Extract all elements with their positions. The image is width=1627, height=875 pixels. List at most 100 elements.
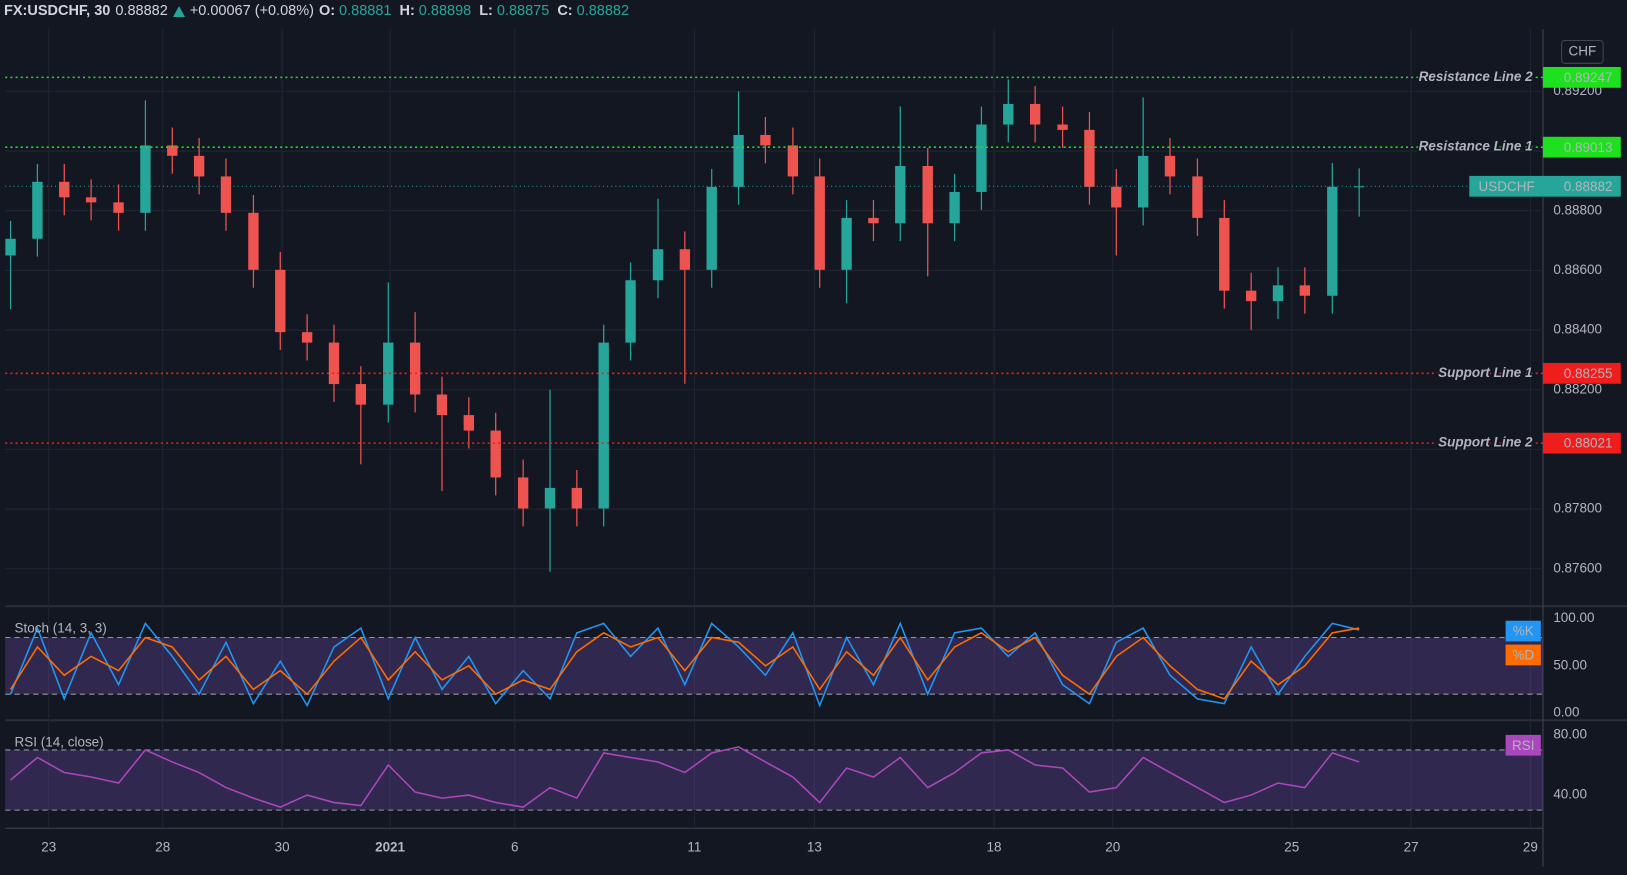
- candle-body: [1084, 129, 1095, 187]
- candle-body: [1299, 285, 1311, 296]
- candle-body: [652, 249, 664, 281]
- level-label: Resistance Line 2: [1419, 69, 1533, 84]
- x-tick-label: 18: [986, 840, 1001, 855]
- y-tick-label: 0.87800: [1553, 501, 1602, 516]
- candle-body: [922, 165, 933, 224]
- legend-badge: [1505, 644, 1541, 666]
- candle-body: [32, 181, 43, 239]
- legend-label: %K: [1513, 624, 1534, 639]
- ohlc-value: 0.88882: [576, 3, 630, 19]
- indicator-title: RSI (14, close): [15, 735, 104, 750]
- y-tick-label: 0.88800: [1553, 202, 1602, 217]
- x-tick-label: 13: [807, 840, 822, 855]
- last-price-value: 0.88882: [1564, 179, 1613, 194]
- candle-body: [1164, 155, 1176, 177]
- indicator-line: [10, 746, 1360, 808]
- x-tick-label: 23: [41, 840, 56, 855]
- symbol: FX:USDCHF, 30: [4, 3, 111, 19]
- candle-body: [85, 197, 97, 203]
- band-fill: [5, 749, 1543, 811]
- y-tick-label: 40.00: [1553, 787, 1587, 802]
- ohlc-label: H:: [399, 3, 415, 19]
- candle-body: [814, 176, 825, 270]
- x-tick-label: 11: [687, 840, 701, 855]
- x-tick-label: 2021: [375, 840, 405, 855]
- candle-body: [59, 181, 70, 198]
- x-tick-label: 30: [275, 840, 290, 855]
- candle-body: [328, 342, 340, 385]
- candle-body: [193, 155, 205, 177]
- y-tick-label: 50.00: [1553, 657, 1587, 672]
- candle-body: [167, 145, 178, 156]
- level-value: 0.88255: [1564, 366, 1613, 381]
- candle-body: [355, 384, 367, 405]
- level-badge: [1542, 362, 1621, 384]
- x-tick-label: 25: [1284, 840, 1299, 855]
- level-value: 0.89013: [1564, 140, 1613, 155]
- y-tick-label: 100.00: [1553, 610, 1594, 625]
- candle-body: [1327, 186, 1338, 296]
- candle-body: [976, 124, 987, 192]
- currency-box: [1561, 39, 1604, 64]
- candle-body: [463, 415, 475, 431]
- candle-body: [1137, 155, 1149, 208]
- candle-body: [383, 342, 394, 405]
- indicator-title: Stoch (14, 3, 3): [15, 621, 107, 636]
- candle-body: [868, 217, 879, 224]
- ohlc: O: 0.88881 H: 0.88898 L: 0.88875 C: 0.88882: [319, 3, 633, 19]
- band-fill: [5, 637, 1543, 695]
- x-tick-label: 27: [1404, 840, 1419, 855]
- candle-body: [841, 217, 852, 270]
- change: +0.00067 (+0.08%): [189, 3, 314, 19]
- y-tick-label: 0.88200: [1553, 381, 1602, 396]
- y-tick-label: 0.88600: [1553, 262, 1602, 277]
- x-tick-label: 6: [511, 840, 518, 855]
- candle-body: [1245, 290, 1257, 302]
- header: FX:USDCHF, 30 0.88882 +0.00067 (+0.08%) …: [4, 3, 633, 19]
- ohlc-label: L:: [479, 3, 493, 19]
- candle-body: [490, 430, 501, 478]
- candle-body: [706, 186, 717, 270]
- level-label: Support Line 2: [1438, 435, 1533, 450]
- ohlc-value: 0.88881: [339, 3, 392, 19]
- candle-body: [1111, 186, 1122, 208]
- legend-badge: [1505, 734, 1541, 756]
- candle-body: [301, 332, 313, 343]
- candle-body: [409, 342, 421, 395]
- x-tick-label: 20: [1105, 840, 1120, 855]
- candle-body: [895, 165, 906, 224]
- candle-body: [544, 487, 556, 509]
- ohlc-label: C:: [557, 3, 573, 19]
- legend-label: RSI: [1512, 738, 1534, 753]
- candle-body: [436, 394, 448, 416]
- ohlc-label: O:: [318, 3, 336, 19]
- ohlc-value: 0.88898: [418, 3, 472, 19]
- y-tick-label: 0.87600: [1553, 560, 1602, 575]
- level-badge: [1542, 67, 1621, 88]
- indicator-line: [9, 627, 1360, 700]
- x-tick-label: 29: [1523, 840, 1538, 855]
- level-label: Support Line 1: [1438, 365, 1532, 380]
- candle-body: [140, 145, 151, 213]
- candle-body: [598, 342, 609, 509]
- level-value: 0.88021: [1564, 436, 1613, 451]
- candle-body: [1192, 176, 1203, 218]
- last-price-symbol: USDCHF: [1479, 179, 1535, 194]
- candle-body: [571, 487, 583, 509]
- candle-body: [517, 477, 529, 509]
- level-badge: [1542, 432, 1621, 454]
- candle-body: [949, 191, 960, 224]
- candle-body: [220, 176, 232, 213]
- candle-body: [248, 212, 259, 270]
- x-tick-label: 28: [155, 840, 170, 855]
- legend-label: %D: [1512, 648, 1534, 663]
- candle-body: [1029, 103, 1041, 125]
- indicator-line: [9, 621, 1360, 708]
- candle-body: [275, 269, 286, 333]
- up-arrow: [172, 5, 185, 17]
- y-tick-label: 0.00: [1553, 705, 1579, 720]
- currency-label: CHF: [1569, 43, 1597, 58]
